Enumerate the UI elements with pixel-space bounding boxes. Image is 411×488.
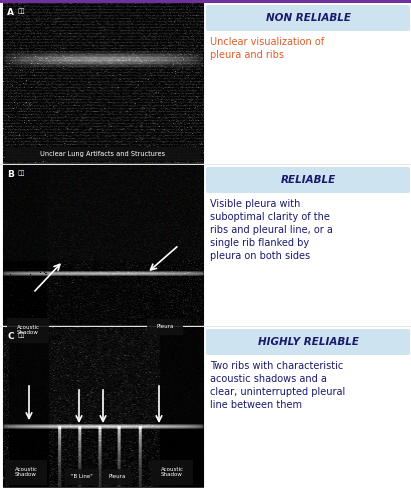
Text: HIGHLY RELIABLE: HIGHLY RELIABLE: [258, 337, 358, 347]
Text: single rib flanked by: single rib flanked by: [210, 238, 309, 248]
Text: Pleura: Pleura: [156, 325, 174, 329]
Bar: [65, 469, 99, 485]
FancyBboxPatch shape: [206, 5, 410, 31]
Text: B: B: [7, 170, 14, 179]
Text: Two ribs with characteristic: Two ribs with characteristic: [210, 361, 343, 371]
Bar: [3, 165, 203, 325]
Bar: [7, 318, 49, 343]
Text: ◫: ◫: [17, 170, 23, 176]
Text: ◫: ◫: [17, 332, 23, 338]
Text: "B Line": "B Line": [71, 474, 93, 480]
Text: Unclear Lung Artifacts and Structures: Unclear Lung Artifacts and Structures: [40, 151, 166, 157]
Bar: [147, 319, 183, 335]
Text: ◫: ◫: [17, 8, 23, 14]
FancyBboxPatch shape: [206, 167, 410, 193]
Text: clear, uninterrupted pleural: clear, uninterrupted pleural: [210, 387, 345, 397]
Bar: [3, 327, 203, 487]
Text: pleura on both sides: pleura on both sides: [210, 251, 310, 261]
Text: Acoustic
Shadow: Acoustic Shadow: [161, 467, 183, 477]
FancyBboxPatch shape: [206, 329, 410, 355]
Text: acoustic shadows and a: acoustic shadows and a: [210, 374, 327, 384]
Bar: [5, 460, 47, 485]
Text: Acoustic
Shadow: Acoustic Shadow: [16, 325, 39, 335]
Bar: [0, 0, 411, 3]
Text: Unclear visualization of: Unclear visualization of: [210, 37, 324, 47]
Text: C: C: [7, 332, 14, 341]
Text: Visible pleura with: Visible pleura with: [210, 199, 300, 209]
Text: Acoustic
Shadow: Acoustic Shadow: [14, 467, 37, 477]
Bar: [103, 469, 131, 485]
Text: pleura and ribs: pleura and ribs: [210, 50, 284, 60]
Bar: [5, 147, 201, 161]
Text: NON RELIABLE: NON RELIABLE: [266, 13, 351, 23]
Bar: [3, 3, 203, 163]
Text: suboptimal clarity of the: suboptimal clarity of the: [210, 212, 330, 222]
Text: line between them: line between them: [210, 400, 302, 410]
Text: A: A: [7, 8, 14, 17]
Bar: [151, 460, 193, 485]
Text: RELIABLE: RELIABLE: [280, 175, 336, 185]
Text: Pleura: Pleura: [109, 474, 126, 480]
Text: ribs and pleural line, or a: ribs and pleural line, or a: [210, 225, 333, 235]
